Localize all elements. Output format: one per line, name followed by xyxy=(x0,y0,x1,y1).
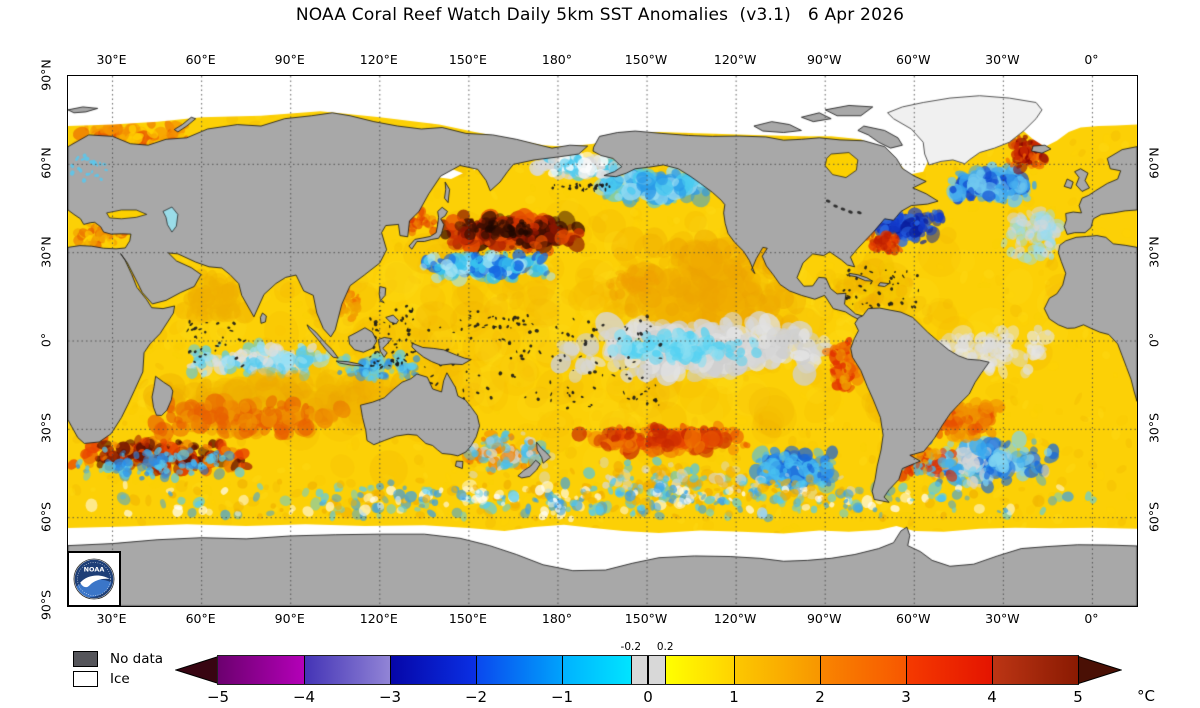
lon-label-top: 150°W xyxy=(624,52,668,67)
world-map-frame: NOAA xyxy=(67,75,1138,607)
lat-label-left: 90°N xyxy=(38,59,54,91)
colorbar-segment xyxy=(562,656,631,684)
lon-label-top: 30°E xyxy=(96,52,127,67)
colorbar-tick-label: −4 xyxy=(292,688,316,706)
lon-label-bottom: 90°W xyxy=(806,611,842,626)
lat-label-right: 60°S xyxy=(1146,501,1162,532)
colorbar-segment xyxy=(905,656,992,684)
lat-label-left: 0° xyxy=(38,332,54,348)
lon-label-top: 0° xyxy=(1084,52,1099,67)
lat-label-left: 60°N xyxy=(38,147,54,180)
lon-label-bottom: 30°E xyxy=(96,611,127,626)
lon-label-bottom: 180° xyxy=(541,611,573,626)
lon-label-top: 60°E xyxy=(185,52,216,67)
lon-label-top: 180° xyxy=(541,52,573,67)
colorbar-segment xyxy=(733,656,820,684)
colorbar-tick-label: 0 xyxy=(643,688,653,706)
colorbar-tick-label: 2 xyxy=(815,688,825,706)
colorbar-unit: °C xyxy=(1137,687,1155,705)
lon-label-top: 90°W xyxy=(806,52,842,67)
lon-label-bottom: 120°E xyxy=(359,611,398,626)
noaa-emblem-icon: NOAA xyxy=(73,558,115,600)
lat-label-left: 30°N xyxy=(38,235,54,268)
lon-label-top: 30°W xyxy=(985,52,1020,67)
noaa-logo-text: NOAA xyxy=(84,566,105,574)
colorbar-segment xyxy=(991,656,1078,684)
colorbar-segment xyxy=(218,656,304,684)
colorbar-segment xyxy=(665,656,734,684)
lon-label-bottom: 150°E xyxy=(448,611,487,626)
colorbar-high-arrow xyxy=(1078,656,1122,684)
lon-label-top: 120°E xyxy=(359,52,398,67)
lon-label-bottom: 60°W xyxy=(896,611,931,626)
lon-label-bottom: 60°E xyxy=(185,611,216,626)
lat-label-right: 30°S xyxy=(1146,413,1162,444)
page-title: NOAA Coral Reef Watch Daily 5km SST Anom… xyxy=(295,5,905,25)
lon-label-top: 150°E xyxy=(448,52,487,67)
no-data-label: No data xyxy=(110,651,164,667)
lat-label-right: 0° xyxy=(1146,332,1162,348)
lon-label-bottom: 120°W xyxy=(713,611,757,626)
ice-label: Ice xyxy=(110,671,130,687)
lat-label-right: 60°N xyxy=(1146,147,1162,180)
colorbar-tick-label: −5 xyxy=(206,688,230,706)
lon-label-bottom: 30°W xyxy=(985,611,1020,626)
colorbar-subtick-label: 0.2 xyxy=(656,641,674,653)
noaa-logo: NOAA xyxy=(67,551,121,607)
lat-label-left: 90°S xyxy=(38,589,54,621)
colorbar-segment xyxy=(304,656,390,684)
map-legend: No data Ice xyxy=(73,649,163,689)
lon-label-top: 90°E xyxy=(274,52,305,67)
colorbar-tick-label: 1 xyxy=(729,688,739,706)
lon-label-top: 120°W xyxy=(713,52,757,67)
lat-label-left: 30°S xyxy=(38,413,54,444)
colorbar-tick-label: 3 xyxy=(901,688,911,706)
no-data-swatch xyxy=(73,651,98,667)
lon-label-top: 60°W xyxy=(896,52,931,67)
colorbar-tick-label: −3 xyxy=(378,688,402,706)
colorbar-segment xyxy=(476,656,562,684)
colorbar-zero-line xyxy=(647,656,649,684)
ice-swatch xyxy=(73,671,98,687)
colorbar-tick-label: 5 xyxy=(1073,688,1083,706)
anomaly-colorbar: −5 −4 −3 −2 −1 0 1 2 3 4 5 -0.2 0.2 °C xyxy=(175,641,1185,708)
colorbar-tick-label: −2 xyxy=(464,688,488,706)
lon-label-bottom: 0° xyxy=(1084,611,1099,626)
colorbar-gradient-bar xyxy=(217,655,1079,685)
colorbar-low-arrow xyxy=(175,656,219,684)
lat-label-right: 30°N xyxy=(1146,235,1162,268)
colorbar-segment xyxy=(390,656,476,684)
lon-label-bottom: 90°E xyxy=(274,611,305,626)
colorbar-subtick-label: -0.2 xyxy=(620,641,642,653)
legend-row-ice: Ice xyxy=(73,669,163,689)
colorbar-tick-label: 4 xyxy=(987,688,997,706)
lon-label-bottom: 150°W xyxy=(624,611,668,626)
colorbar-tick-label: −1 xyxy=(550,688,574,706)
colorbar-segment xyxy=(819,656,906,684)
sst-anomaly-map-canvas xyxy=(68,76,1137,606)
lat-label-left: 60°S xyxy=(38,501,54,532)
legend-row-no-data: No data xyxy=(73,649,163,669)
